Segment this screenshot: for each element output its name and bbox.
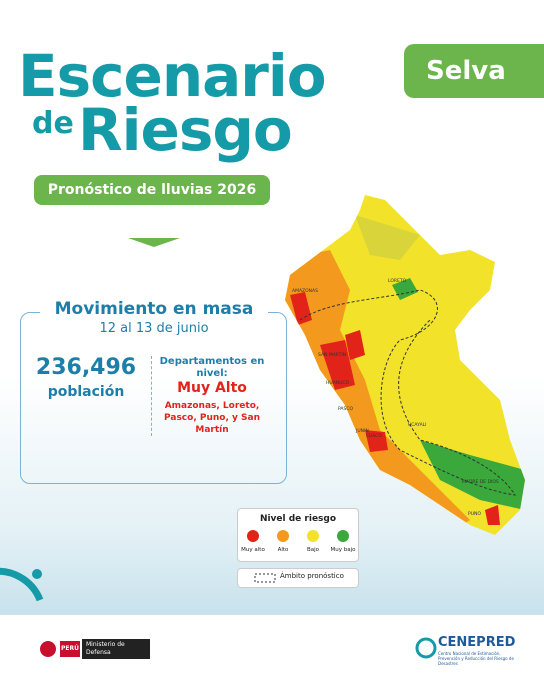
map-label: AMAZONAS bbox=[292, 288, 318, 294]
level: Muy Alto bbox=[177, 380, 247, 396]
map-label: JUNIN bbox=[355, 428, 369, 434]
legend-title: Nivel de riesgo bbox=[259, 514, 337, 524]
legend-swatch bbox=[277, 530, 289, 542]
level-intro: Departamentos en nivel: bbox=[159, 356, 265, 379]
map-label: SAN MARTIN bbox=[318, 352, 346, 358]
map-label: LORETO bbox=[388, 278, 407, 284]
scope-label: Ámbito pronóstico bbox=[280, 572, 344, 580]
population-label: población bbox=[47, 384, 125, 400]
card-title: Movimiento en masa bbox=[40, 299, 268, 319]
legend-item: Muy alto bbox=[239, 530, 267, 553]
scope-symbol bbox=[254, 573, 276, 583]
wave-decoration bbox=[0, 567, 44, 602]
legend-item: Muy bajo bbox=[329, 530, 357, 553]
emblem bbox=[40, 641, 56, 657]
population: 236,496 bbox=[35, 355, 137, 380]
legend-swatch bbox=[247, 530, 259, 542]
subtitle: Pronóstico de lluvias 2026 bbox=[34, 175, 270, 205]
org-logo bbox=[415, 637, 437, 659]
separator bbox=[151, 356, 152, 436]
legend: Nivel de riesgo Muy alto Alto Bajo Muy bajo bbox=[237, 508, 359, 562]
footer: PERÚ Ministerio de Defensa CENEPRED Cent… bbox=[0, 615, 544, 680]
org: CENEPRED bbox=[438, 635, 516, 650]
legend-label: Bajo bbox=[306, 547, 320, 553]
date: 12 al 13 de junio bbox=[99, 321, 209, 336]
map-label: CUSCO bbox=[366, 433, 382, 439]
ministry: Ministerio de Defensa bbox=[82, 639, 150, 659]
map-label: PASCO bbox=[338, 406, 354, 412]
title: Riesgo bbox=[78, 96, 293, 164]
legend-item: Alto bbox=[269, 530, 297, 553]
legend-label: Muy alto bbox=[241, 547, 265, 553]
region-badge: Selva bbox=[404, 44, 544, 98]
legend-label: Muy bajo bbox=[330, 547, 356, 553]
legend-swatch bbox=[337, 530, 349, 542]
map-label: PUNO bbox=[468, 511, 481, 517]
country: PERÚ bbox=[60, 641, 80, 657]
arrow bbox=[128, 238, 180, 247]
org-full: Centro Nacional de Estimación, Prevenció… bbox=[438, 651, 514, 666]
title: de bbox=[32, 106, 74, 141]
map-label: HUANUCO bbox=[326, 380, 350, 386]
legend-scope: Ámbito pronóstico bbox=[237, 568, 359, 588]
title: Escenario bbox=[18, 42, 327, 110]
map: LORETO AMAZONAS SAN MARTIN HUANUCO PASCO UCAY… bbox=[285, 195, 525, 535]
map-label: MADRE DE DIOS bbox=[462, 479, 499, 485]
legend-item: Bajo bbox=[299, 530, 327, 553]
legend-items: Muy alto Alto Bajo Muy bajo bbox=[238, 530, 358, 553]
legend-swatch bbox=[307, 530, 319, 542]
legend-label: Alto bbox=[277, 547, 289, 553]
departments: Amazonas, Loreto, Pasco, Puno, y San Mar… bbox=[164, 401, 260, 435]
map-label: UCAYALI bbox=[408, 422, 426, 428]
